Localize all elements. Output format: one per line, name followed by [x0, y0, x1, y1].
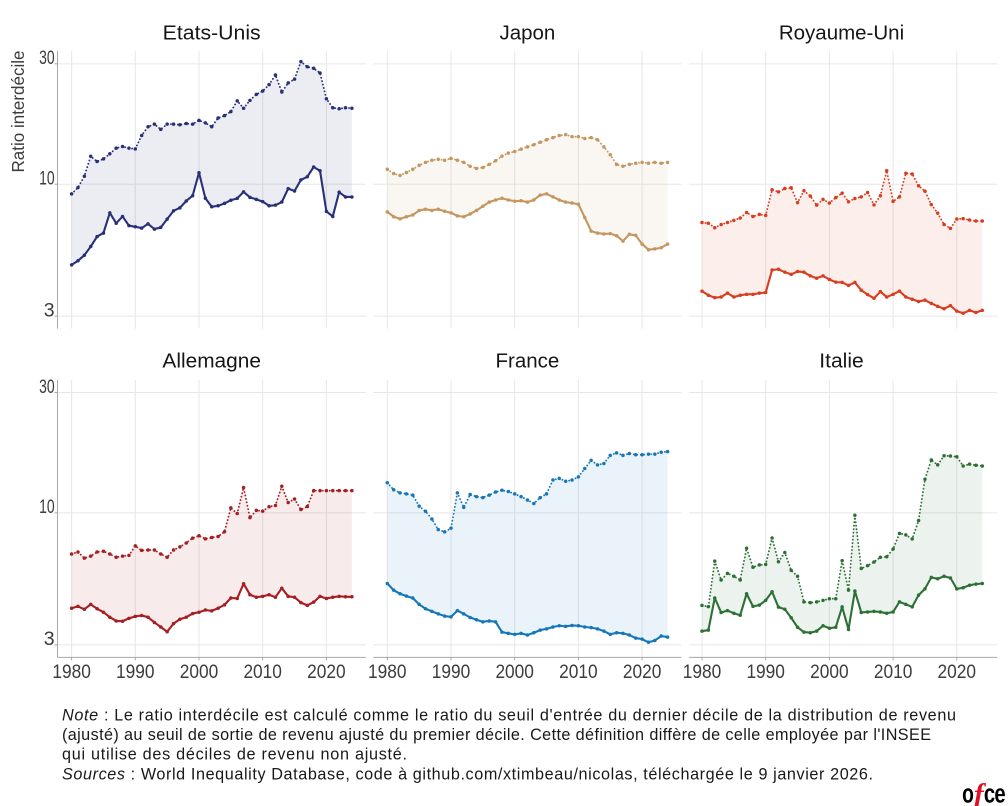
svg-text:2020: 2020	[623, 661, 662, 683]
svg-text:1990: 1990	[432, 661, 471, 683]
svg-text:Allemagne: Allemagne	[162, 350, 261, 373]
svg-text:o: o	[962, 778, 974, 806]
svg-text:2010: 2010	[559, 661, 598, 683]
svg-text:3: 3	[44, 628, 55, 650]
svg-text:c: c	[984, 779, 995, 806]
svg-text:1990: 1990	[116, 661, 155, 683]
svg-text:2020: 2020	[938, 661, 977, 683]
svg-text:qui utilise des déciles de rev: qui utilise des déciles de revenu non aj…	[62, 746, 407, 764]
svg-text:2010: 2010	[874, 661, 913, 683]
svg-text:2000: 2000	[810, 661, 849, 683]
svg-text:(ajusté) au seuil de sortie de: (ajusté) au seuil de sortie de revenu aj…	[62, 726, 931, 744]
svg-text:Japon: Japon	[499, 22, 555, 45]
svg-text:Etats-Unis: Etats-Unis	[163, 22, 261, 45]
svg-text:10: 10	[39, 168, 55, 190]
svg-text:Italie: Italie	[819, 350, 864, 373]
svg-text:2000: 2000	[180, 661, 219, 683]
svg-text:1980: 1980	[368, 661, 407, 683]
svg-text:1990: 1990	[746, 661, 785, 683]
svg-text:1980: 1980	[52, 661, 91, 683]
svg-text:Note : Le ratio interdécile es: Note : Le ratio interdécile est calculé …	[62, 707, 956, 725]
svg-text:Royaume-Uni: Royaume-Uni	[779, 22, 904, 45]
svg-text:2000: 2000	[495, 661, 534, 683]
svg-text:Ratio interdécile: Ratio interdécile	[8, 50, 28, 172]
svg-text:30: 30	[39, 47, 55, 69]
svg-text:10: 10	[39, 496, 55, 518]
svg-text:30: 30	[39, 376, 55, 398]
svg-text:2010: 2010	[243, 661, 282, 683]
svg-text:e: e	[994, 779, 1005, 806]
svg-text:Sources : World Inequality Dat: Sources : World Inequality Database, cod…	[62, 765, 873, 783]
svg-text:3: 3	[44, 299, 55, 321]
svg-text:1980: 1980	[683, 661, 722, 683]
svg-text:2020: 2020	[307, 661, 346, 683]
svg-text:France: France	[495, 350, 559, 373]
